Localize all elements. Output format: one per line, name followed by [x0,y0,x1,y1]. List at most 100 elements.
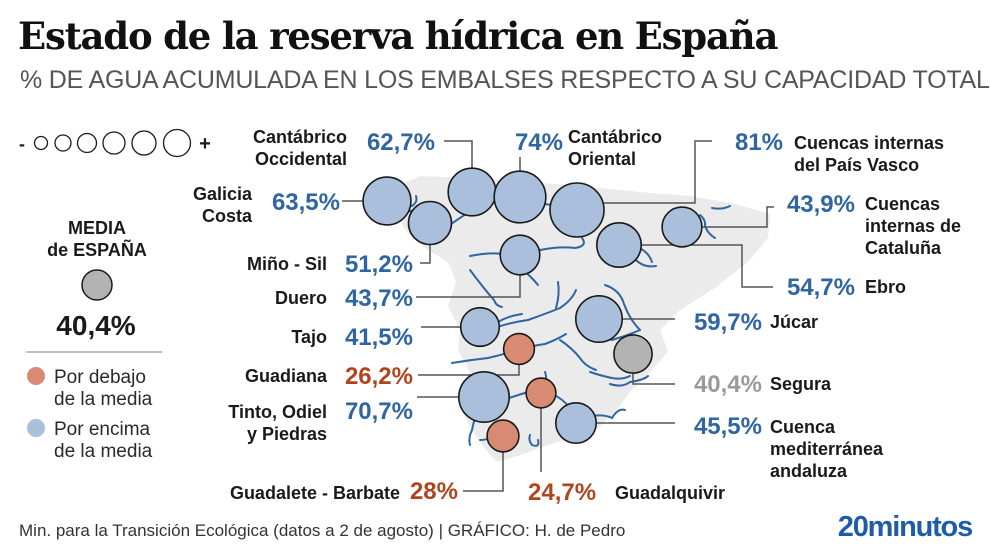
bubble-cantabrico-occidental [447,167,497,217]
river [591,408,626,420]
name-label-line: Oriental [568,149,636,169]
average-title-line2: de ESPAÑA [47,239,147,260]
leader-line-guadiana [418,361,520,376]
leader-line-segura [632,370,675,385]
bubble-duero [499,234,541,276]
name-label-line: Miño - Sil [247,254,327,274]
legend-below-line1: Por debajo [54,367,146,388]
river [555,281,560,309]
river [711,205,731,210]
name-label-line: del País Vasco [794,155,919,175]
name-label-line: andaluza [770,461,848,481]
name-label-line: Tinto, Odiel [228,402,327,422]
name-label-line: Occidental [255,149,347,169]
name-label-cuencas-internas-del-pais-vasco: Cuencas internas del País Vasco [794,133,944,175]
name-label-line: Cantábrico [568,127,662,147]
name-label-line: Tajo [291,327,327,347]
value-label-guadalete-barbate: 28% [410,478,458,505]
brand-logo: 20minutos [837,511,973,543]
name-label-tinto-odiel-y-piedras: Tinto, Odiel y Piedras [228,402,327,444]
name-label-line: Guadalquivir [615,483,725,503]
name-label-duero: Duero [275,288,327,308]
bubble-jucar [574,294,623,343]
name-label-line: Cataluña [865,238,942,258]
value-label-galicia-costa: 63,5% [272,189,340,216]
chart-subtitle: % DE AGUA ACUMULADA EN LOS EMBALSES RESP… [20,66,990,94]
name-label-line: Galicia [193,184,253,204]
size-legend-circle [131,130,157,156]
value-label-cuencas-internas-del-pais-vasco: 81% [735,129,783,156]
name-label-line: Cuencas [865,194,940,214]
name-label-line: Júcar [770,312,818,332]
leader-line-duero [416,274,521,298]
bubble-segura [613,334,653,374]
size-legend-circle [33,135,49,151]
bubble-cuencas-internas-del-pais-vasco [549,182,605,238]
average-title-line1: MEDIA [68,218,126,238]
name-label-line: Cuencas internas [794,133,944,153]
bubble-cuenca-mediterranea-andaluza [554,401,597,444]
river [497,313,523,323]
value-label-cantabrico-oriental: 74% [515,129,563,156]
bubble-cantabrico-oriental [493,170,547,224]
legend-below-line2: de la media [54,389,153,410]
size-legend-minus: - [19,134,25,154]
river [604,284,641,331]
name-label-guadalete-barbate: Guadalete - Barbate [230,483,400,503]
average-legend: MEDIA de ESPAÑA 40,4% [26,218,162,353]
name-label-line: Ebro [865,277,906,297]
name-label-line: Cuenca [770,417,836,437]
value-label-tajo: 41,5% [345,324,413,351]
bubbles-layer [362,167,703,453]
value-label-cuenca-mediterranea-andaluza: 45,5% [694,413,762,440]
river [469,269,503,308]
name-label-ebro: Ebro [865,277,906,297]
river [589,371,631,380]
name-label-cuenca-mediterranea-andaluza: Cuenca mediterránea andaluza [770,417,884,481]
name-label-cuencas-internas-de-cataluna: Cuencas internas de Cataluña [865,194,961,258]
name-label-galicia-costa: Galicia Costa [193,184,253,226]
leader-line-cuencas-internas-del-pais-vasco [604,140,712,204]
name-label-line: Duero [275,288,327,308]
value-label-segura: 40,4% [694,371,762,398]
name-label-tajo: Tajo [291,327,327,347]
leader-lines [342,140,774,492]
bubble-guadalquivir [525,377,557,409]
source-credit: Min. para la Transición Ecológica (datos… [19,521,626,540]
name-label-line: Guadiana [245,366,328,386]
legend-above-line1: Por encima [54,419,151,440]
name-label-line: Segura [770,374,832,394]
size-legend-circle [162,128,192,158]
name-label-line: internas de [865,216,961,236]
name-label-cantabrico-occidental: Cantábrico Occidental [253,127,347,169]
leader-line-mino-sil [420,241,431,264]
bubble-guadalete-barbate [486,419,520,453]
value-label-jucar: 59,7% [694,309,762,336]
name-label-guadalquivir: Guadalquivir [615,483,725,503]
river [559,339,597,371]
value-label-guadiana: 26,2% [345,363,413,390]
name-label-guadiana: Guadiana [245,366,328,386]
size-legend-circle [76,132,98,154]
bubble-galicia-costa [362,176,412,226]
river [635,259,657,268]
legend-above-line2: de la media [54,441,153,462]
color-legend: Por debajo de la media Por encima de la … [27,367,153,462]
value-label-tinto-odiel-y-piedras: 70,7% [345,398,413,425]
bubble-tinto-odiel-y-piedras [457,370,510,423]
value-label-ebro: 54,7% [787,274,855,301]
size-legend-circle [102,131,126,155]
leader-line-cuencas-internas-de-cataluna [697,206,774,228]
size-legend-circle [54,134,72,152]
chart-title: Estado de la reserva hídrica en España [18,14,778,58]
name-label-jucar: Júcar [770,312,818,332]
name-label-line: mediterránea [770,439,884,459]
bubble-ebro [595,222,642,269]
value-label-guadalquivir: 24,7% [528,479,596,506]
river [528,434,540,447]
bubble-mino-sil [407,200,453,246]
name-label-line: y Piedras [247,424,327,444]
value-label-cuencas-internas-de-cataluna: 43,9% [787,191,855,218]
